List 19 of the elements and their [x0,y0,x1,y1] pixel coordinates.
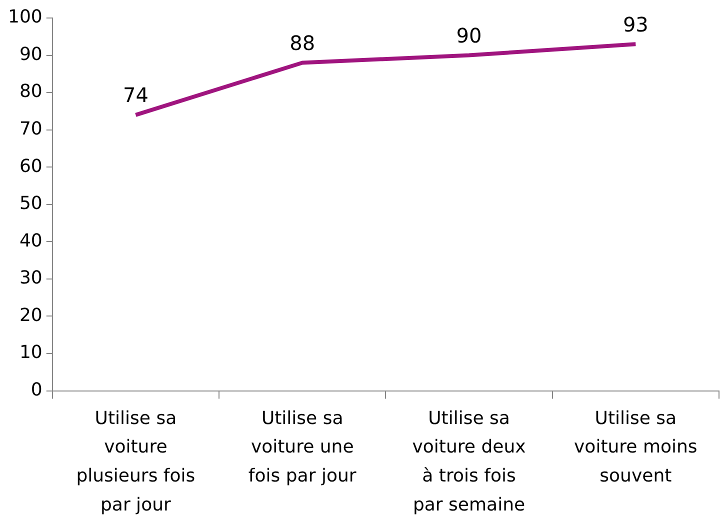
data-label: 88 [290,30,316,55]
y-tick-label: 90 [19,44,42,65]
y-tick-label: 20 [19,304,42,326]
x-tick-label: Utilise sa voiture deux à trois fois par semaine [412,408,526,516]
y-tick-label: 40 [19,230,42,252]
data-label: 90 [456,23,482,48]
y-tick-label: 30 [19,268,42,289]
x-tick-label: Utilise sa voiture moins souvent [574,408,698,486]
y-tick-label: 10 [19,342,42,364]
y-tick-label: 60 [19,156,42,177]
data-label: 74 [122,83,148,108]
y-tick-label: 50 [19,193,42,214]
y-tick-label: 70 [19,118,42,140]
data-label: 93 [622,12,648,36]
y-tick-label: 0 [30,379,42,400]
x-tick-label: Utilise sa voiture une fois par jour [248,408,357,486]
x-tick-label: Utilise sa voiture plusieurs fois par jour [76,408,196,516]
y-tick-label: 80 [19,81,42,102]
y-tick-label: 100 [8,6,42,28]
